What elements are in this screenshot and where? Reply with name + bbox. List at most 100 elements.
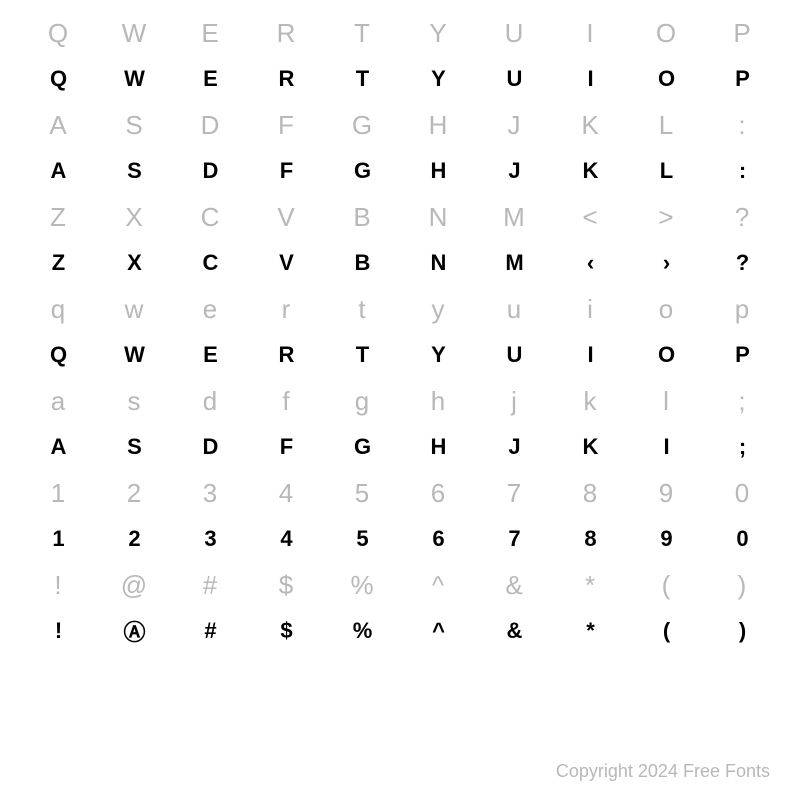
glyph-char: K (552, 424, 628, 470)
glyph-char: K (552, 148, 628, 194)
glyph-char: Q (20, 332, 96, 378)
reference-char: # (172, 562, 248, 608)
reference-char: 8 (552, 470, 628, 516)
glyph-char: & (476, 608, 552, 654)
glyph-char: * (552, 608, 628, 654)
reference-char: 9 (628, 470, 704, 516)
glyph-char: I (552, 56, 628, 102)
glyph-char: 3 (172, 516, 248, 562)
reference-char: S (96, 102, 172, 148)
reference-char: 2 (96, 470, 172, 516)
glyph-char: 5 (324, 516, 400, 562)
glyph-char: M (476, 240, 552, 286)
reference-char: D (172, 102, 248, 148)
glyph-char: P (704, 332, 780, 378)
reference-char: 6 (400, 470, 476, 516)
reference-char: w (96, 286, 172, 332)
reference-char: e (172, 286, 248, 332)
glyph-char: T (324, 56, 400, 102)
reference-char: 1 (20, 470, 96, 516)
glyph-char: P (704, 56, 780, 102)
reference-char: N (400, 194, 476, 240)
reference-char: C (172, 194, 248, 240)
reference-char: j (476, 378, 552, 424)
glyph-char: I (552, 332, 628, 378)
glyph-char: Z (20, 240, 96, 286)
glyph-char: U (476, 56, 552, 102)
glyph-char: O (628, 332, 704, 378)
glyph-char: A (20, 148, 96, 194)
reference-char: ; (704, 378, 780, 424)
reference-char: a (20, 378, 96, 424)
glyph-char: 9 (628, 516, 704, 562)
copyright-text: Copyright 2024 Free Fonts (556, 761, 770, 782)
glyph-char: E (172, 56, 248, 102)
glyph-char: R (248, 56, 324, 102)
reference-char: ! (20, 562, 96, 608)
reference-char: I (552, 10, 628, 56)
glyph-char: ‹ (552, 240, 628, 286)
glyph-char: Ⓐ (96, 608, 172, 654)
reference-char: J (476, 102, 552, 148)
reference-char: A (20, 102, 96, 148)
reference-char: u (476, 286, 552, 332)
reference-char: X (96, 194, 172, 240)
glyph-char: 0 (704, 516, 780, 562)
glyph-char: E (172, 332, 248, 378)
reference-char: @ (96, 562, 172, 608)
glyph-char: ? (704, 240, 780, 286)
reference-char: E (172, 10, 248, 56)
reference-char: ? (704, 194, 780, 240)
glyph-char: › (628, 240, 704, 286)
reference-char: > (628, 194, 704, 240)
glyph-char: ^ (400, 608, 476, 654)
glyph-char: H (400, 148, 476, 194)
glyph-char: F (248, 148, 324, 194)
glyph-char: B (324, 240, 400, 286)
font-specimen-grid: QWERTYUIOPQWERTYUIOPASDFGHJKL:ASDFGHJKL:… (0, 10, 800, 654)
reference-char: q (20, 286, 96, 332)
reference-char: 7 (476, 470, 552, 516)
reference-char: B (324, 194, 400, 240)
reference-char: F (248, 102, 324, 148)
reference-char: ( (628, 562, 704, 608)
reference-char: K (552, 102, 628, 148)
glyph-char: : (704, 148, 780, 194)
glyph-char: A (20, 424, 96, 470)
glyph-char: 2 (96, 516, 172, 562)
glyph-char: O (628, 56, 704, 102)
reference-char: W (96, 10, 172, 56)
glyph-char: N (400, 240, 476, 286)
glyph-char: S (96, 148, 172, 194)
reference-char: i (552, 286, 628, 332)
reference-char: & (476, 562, 552, 608)
glyph-char: V (248, 240, 324, 286)
glyph-char: ( (628, 608, 704, 654)
reference-char: Y (400, 10, 476, 56)
glyph-char: J (476, 148, 552, 194)
reference-char: U (476, 10, 552, 56)
reference-char: 5 (324, 470, 400, 516)
reference-char: d (172, 378, 248, 424)
reference-char: f (248, 378, 324, 424)
glyph-char: Q (20, 56, 96, 102)
glyph-char: 8 (552, 516, 628, 562)
reference-char: l (628, 378, 704, 424)
glyph-char: W (96, 56, 172, 102)
glyph-char: Y (400, 56, 476, 102)
reference-char: Q (20, 10, 96, 56)
reference-char: R (248, 10, 324, 56)
reference-char: M (476, 194, 552, 240)
reference-char: o (628, 286, 704, 332)
reference-char: s (96, 378, 172, 424)
glyph-char: D (172, 424, 248, 470)
glyph-char: R (248, 332, 324, 378)
glyph-char: % (324, 608, 400, 654)
glyph-char: W (96, 332, 172, 378)
glyph-char: T (324, 332, 400, 378)
glyph-char: G (324, 424, 400, 470)
reference-char: P (704, 10, 780, 56)
glyph-char: S (96, 424, 172, 470)
reference-char: 0 (704, 470, 780, 516)
reference-char: * (552, 562, 628, 608)
